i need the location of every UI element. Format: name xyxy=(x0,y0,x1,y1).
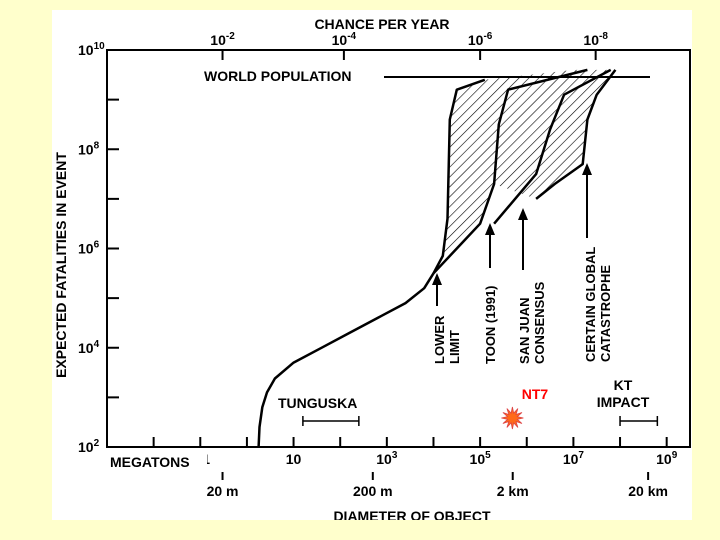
diameter-tick-label: 20 km xyxy=(628,483,668,499)
chance-per-year-label: CHANCE PER YEAR xyxy=(314,16,449,32)
hatched-region xyxy=(433,69,616,274)
san-juan-label-line1: SAN JUAN xyxy=(517,298,532,364)
toon-arrow-head xyxy=(485,223,495,235)
diameter-tick-label: 20 m xyxy=(207,483,239,499)
impact-hazard-chart: CHANCE PER YEAR 10-210-410-610-8 0.11010… xyxy=(53,16,691,520)
top-tick-label: 10-8 xyxy=(583,31,608,48)
bottom-tick-label: 103 xyxy=(376,450,398,467)
kt-range xyxy=(619,416,659,426)
diameter-tick-label: 2 km xyxy=(497,483,529,499)
diameter-axis-ticks: 20 m 200 m 2 km 20 km xyxy=(207,472,668,499)
diameter-tick-label: 200 m xyxy=(353,483,393,499)
san-juan-label-line2: CONSENSUS xyxy=(532,281,547,364)
y-tick-label: 104 xyxy=(78,339,100,356)
uncertainty-band xyxy=(433,69,616,274)
megatons-label-bg xyxy=(107,450,207,472)
top-tick-label: 10-2 xyxy=(210,31,235,48)
y-tick-label: 1010 xyxy=(78,41,105,58)
y-tick-label: 108 xyxy=(78,140,100,157)
megatons-label: MEGATONS xyxy=(110,454,190,470)
plot-frame xyxy=(106,49,691,448)
nt7-burst xyxy=(501,406,524,430)
curve-certain-global-catastrophe xyxy=(535,69,617,200)
world-population-label: WORLD POPULATION xyxy=(204,68,352,84)
bottom-tick-label: 10 xyxy=(286,451,302,467)
tunguska-range xyxy=(302,416,360,426)
y-tick-label: 106 xyxy=(78,240,100,257)
lower-limit-label-line1: LOWER xyxy=(432,315,447,364)
certain-global-label-line2: CATASTROPHE xyxy=(598,265,613,362)
bottom-tick-label: 105 xyxy=(470,450,492,467)
top-axis-ticks: 10-2 10-4 10-6 10-8 xyxy=(210,31,608,60)
toon-label: TOON (1991) xyxy=(483,285,498,364)
bottom-tick-label: 107 xyxy=(563,450,585,467)
curve-lower-limit xyxy=(432,78,486,274)
top-tick-label: 10-6 xyxy=(468,31,493,48)
curve-toon-1991 xyxy=(432,68,588,275)
curves xyxy=(257,68,617,448)
curve-san-juan-consensus xyxy=(493,68,612,225)
curve-base xyxy=(257,272,435,448)
scenario-arrows xyxy=(432,163,592,306)
chart-panel: CHANCE PER YEAR 10-210-410-610-8 0.11010… xyxy=(52,10,692,520)
nt7-burst-icon xyxy=(501,406,524,430)
san-juan-arrow-head xyxy=(518,208,528,220)
nt7-label: NT7 xyxy=(522,386,549,402)
y-tick-label: 102 xyxy=(78,438,100,455)
certain-global-arrow-head xyxy=(582,163,592,175)
y-axis-ticks: 1010 108 106 104 102 xyxy=(78,41,119,455)
certain-global-label-line1: CERTAIN GLOBAL xyxy=(583,247,598,362)
y-axis-label: EXPECTED FATALITIES IN EVENT xyxy=(53,152,69,378)
diameter-axis-label: DIAMETER OF OBJECT xyxy=(333,508,491,520)
kt-label-line2: IMPACT xyxy=(597,394,650,410)
lower-limit-arrow-head xyxy=(432,273,442,285)
lower-limit-label-line2: LIMIT xyxy=(447,330,462,364)
bottom-tick-label: 109 xyxy=(656,450,678,467)
tunguska-label: TUNGUSKA xyxy=(278,395,357,411)
top-tick-label: 10-4 xyxy=(332,31,357,48)
bottom-axis-ticks: 0.110103105107109 xyxy=(152,437,678,467)
kt-label-line1: KT xyxy=(614,377,633,393)
